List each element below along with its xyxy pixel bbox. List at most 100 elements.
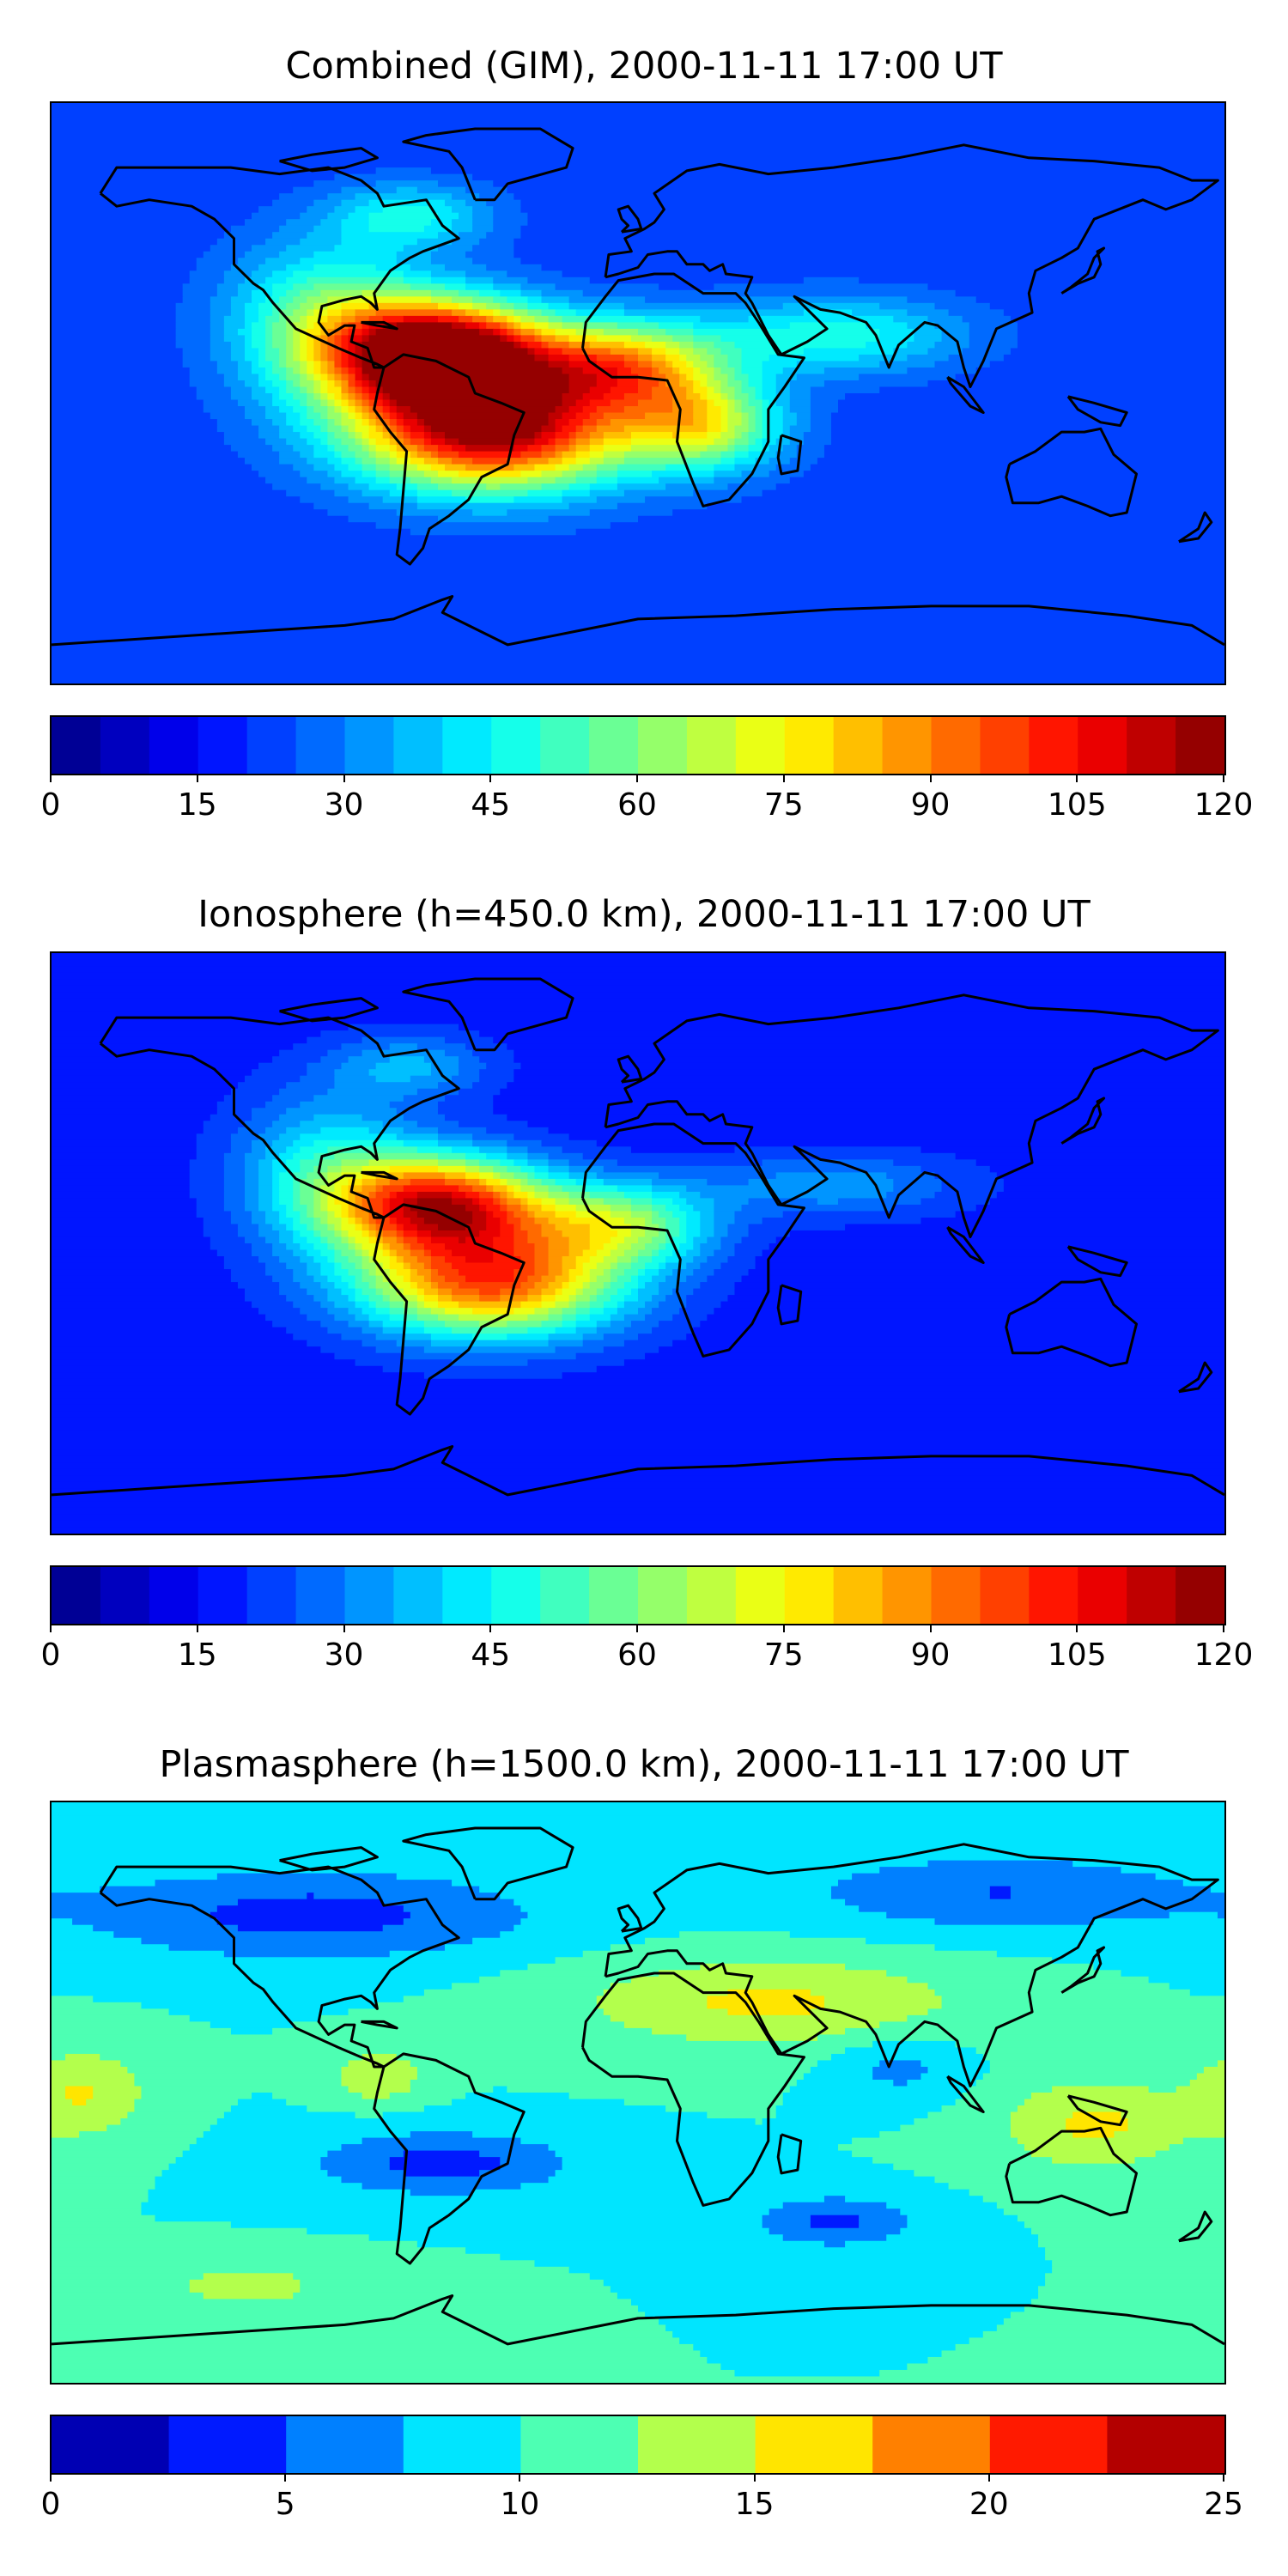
field-cell (265, 477, 307, 484)
field-cell (700, 1217, 714, 1225)
field-cell (1169, 2144, 1224, 2152)
field-cell (727, 354, 743, 362)
field-cell (789, 2086, 970, 2093)
field-cell (52, 554, 1224, 562)
field-cell (548, 412, 563, 420)
field-cell (534, 1211, 556, 1218)
field-cell (396, 1230, 404, 1238)
field-cell (361, 1275, 377, 1283)
field-cell (410, 406, 556, 414)
field-cell (479, 1159, 501, 1167)
field-cell (313, 354, 321, 362)
field-cell (603, 445, 632, 453)
field-cell (244, 1152, 266, 1160)
field-cell (389, 1256, 398, 1264)
field-cell (307, 341, 314, 349)
field-cell (416, 464, 432, 471)
field-cell (527, 1963, 701, 1971)
field-cell (230, 1088, 280, 1096)
field-cell (734, 1243, 770, 1251)
field-cell (541, 1301, 556, 1309)
field-cell (548, 1172, 570, 1180)
field-cell (665, 2105, 777, 2113)
field-cell (230, 264, 259, 271)
field-cell (252, 296, 266, 304)
field-cell (727, 1295, 1224, 1303)
field-cell (589, 489, 625, 497)
field-cell (389, 1043, 418, 1051)
field-cell (459, 1185, 473, 1193)
field-cell (86, 2099, 136, 2106)
field-cell (286, 1327, 329, 1334)
field-cell (741, 496, 1224, 504)
field-cell (548, 1165, 570, 1173)
field-cell (334, 1185, 343, 1193)
field-cell (368, 502, 418, 510)
field-cell (244, 335, 252, 343)
field-cell (568, 438, 577, 446)
field-cell (707, 432, 722, 440)
field-cell (272, 1249, 294, 1257)
field-cell (307, 1036, 363, 1044)
field-cell (645, 412, 694, 420)
field-cell (320, 1191, 329, 1200)
field-cell (479, 2170, 556, 2178)
field-cell (52, 1944, 170, 1952)
field-cell (403, 1905, 521, 1913)
field-cell (596, 496, 646, 504)
field-cell (52, 1152, 197, 1160)
field-cell (513, 315, 521, 323)
field-cell (244, 219, 287, 227)
field-cell (423, 458, 439, 465)
field-cell (327, 1295, 349, 1303)
field-cell (568, 406, 584, 414)
field-cell (416, 483, 439, 491)
field-cell (272, 445, 294, 453)
field-cell (493, 1256, 521, 1264)
field-cell (741, 296, 908, 304)
field-cell (327, 315, 343, 323)
field-cell (927, 2356, 1224, 2365)
field-cell (927, 283, 1224, 291)
colorbar-swatch (52, 1567, 101, 1624)
field-cell (348, 1198, 356, 1206)
colorbar-swatch (589, 717, 639, 774)
field-cell (189, 2014, 321, 2022)
field-cell (782, 406, 791, 414)
field-cell (610, 2286, 1039, 2293)
field-cell (396, 2053, 832, 2062)
field-cell (307, 1062, 343, 1070)
field-cell (52, 1236, 211, 1244)
field-cell (52, 477, 266, 484)
field-cell (830, 1893, 991, 1900)
field-cell (348, 1056, 391, 1064)
coastline (402, 1826, 574, 1901)
field-cell (886, 1911, 1170, 1919)
field-cell (652, 1275, 666, 1283)
field-cell (52, 103, 1224, 111)
field-cell (720, 412, 729, 420)
colorbar-swatch (931, 717, 981, 774)
field-cell (741, 399, 750, 407)
field-cell (368, 1127, 404, 1134)
field-cell (534, 1249, 550, 1257)
field-cell (423, 1243, 446, 1251)
field-cell (955, 374, 1224, 381)
field-cell (575, 451, 591, 459)
field-cell (720, 432, 736, 440)
colorbar-swatch (403, 2416, 521, 2473)
field-cell (838, 399, 1224, 407)
field-cell (403, 1185, 459, 1193)
field-cell (562, 367, 584, 375)
colorbar-swatch (52, 2416, 170, 2473)
field-cell (527, 1121, 1224, 1128)
field-cell (686, 458, 722, 465)
field-cell (430, 1282, 439, 1290)
field-cell (727, 445, 736, 453)
field-cell (852, 2150, 1032, 2158)
field-cell (272, 1172, 280, 1180)
field-cell (286, 264, 314, 271)
field-cell (520, 335, 536, 343)
field-cell (459, 1062, 487, 1070)
field-cell (244, 1159, 259, 1167)
